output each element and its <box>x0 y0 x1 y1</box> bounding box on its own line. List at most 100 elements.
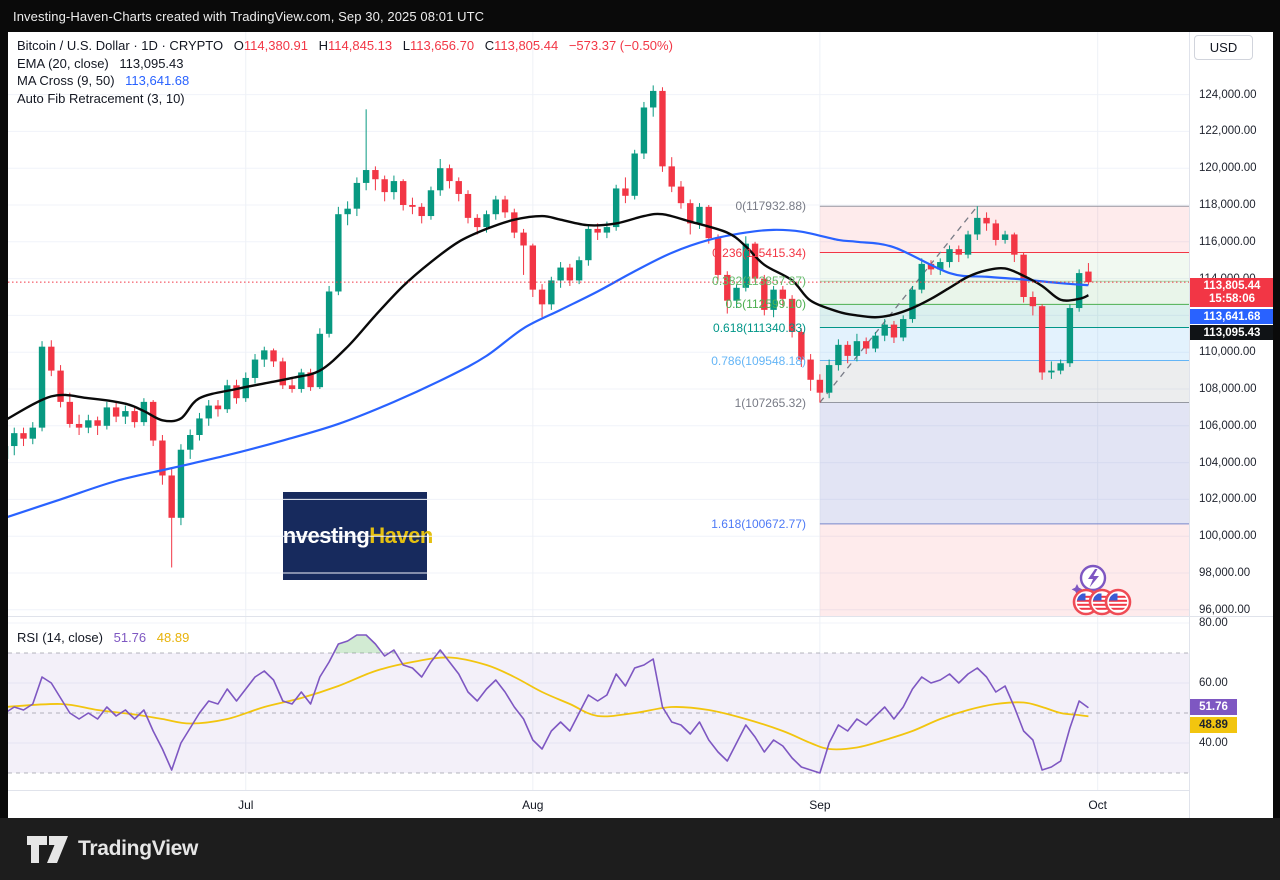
candle <box>159 440 166 476</box>
candle <box>900 319 907 338</box>
event-icons[interactable] <box>1071 564 1132 616</box>
candle <box>733 287 740 301</box>
tradingview-logo[interactable]: TradingView <box>27 835 199 863</box>
candle <box>1029 297 1037 307</box>
candle <box>325 291 333 334</box>
fib-band <box>819 327 1189 361</box>
us-flag-event-icon[interactable] <box>1104 588 1132 616</box>
fib-band <box>819 281 1189 305</box>
fib-label-0.5: 0.5(112599.10) <box>725 297 806 312</box>
candle <box>362 170 370 183</box>
fib-band <box>819 304 1189 328</box>
candle <box>20 433 27 439</box>
watermark-part2: Haven <box>369 523 433 548</box>
candle <box>724 274 731 301</box>
candle <box>770 289 777 310</box>
ema-legend-row[interactable]: EMA (20, close) 113,095.43 <box>17 55 184 71</box>
candle <box>585 228 592 261</box>
candle <box>520 232 527 246</box>
candle <box>224 385 231 410</box>
price-tick: 96,000.00 <box>1199 603 1251 616</box>
candle <box>557 267 564 281</box>
candle <box>853 341 861 356</box>
candle <box>187 435 194 450</box>
ma-cross-legend-row[interactable]: MA Cross (9, 50) 113,641.68 <box>17 73 190 88</box>
ema-price-badge: 113,095.43 <box>1190 325 1274 340</box>
price-tick: 110,000.00 <box>1199 346 1256 359</box>
rsi-ma-line <box>4 656 1089 751</box>
candle <box>57 370 64 402</box>
candle <box>372 170 379 180</box>
fib-legend-row[interactable]: Auto Fib Retracement (3, 10) <box>17 90 185 106</box>
rsi-value: 51.76 <box>113 630 147 645</box>
candle <box>66 401 74 424</box>
economic-event-lightning-icon[interactable] <box>1071 564 1107 595</box>
candle <box>251 359 259 378</box>
rsi-legend-row[interactable]: RSI (14, close) 51.76 48.89 <box>17 630 190 645</box>
candle <box>937 262 944 270</box>
currency-toggle-button[interactable]: USD <box>1194 35 1253 60</box>
candle <box>214 405 222 410</box>
fib-label-0.382: 0.382(113857.87) <box>712 274 806 289</box>
candle <box>409 205 416 207</box>
chart-area[interactable]: Investing Haven <box>0 32 1280 818</box>
change-value: −573.37 (−0.50%) <box>568 38 673 53</box>
candle <box>594 228 601 233</box>
candle <box>205 405 212 419</box>
main-legend: Bitcoin / U.S. Dollar · 1D · CRYPTO O114… <box>17 37 673 107</box>
candle <box>29 427 36 439</box>
pane-separator[interactable] <box>0 616 1280 617</box>
candle <box>668 166 675 187</box>
candle <box>307 372 314 388</box>
rsi-line <box>4 634 1089 774</box>
fib-band <box>819 360 1189 403</box>
candle <box>640 107 648 154</box>
candle <box>955 249 962 255</box>
candle <box>85 420 92 428</box>
candle <box>816 379 824 393</box>
candle <box>233 385 240 399</box>
candle <box>168 475 175 518</box>
tradingview-logo-text: TradingView <box>78 837 199 860</box>
candle <box>575 260 583 281</box>
candle <box>381 179 388 193</box>
candle <box>881 324 888 336</box>
candle <box>1066 308 1074 364</box>
candle <box>103 407 111 426</box>
symbol-legend-row[interactable]: Bitcoin / U.S. Dollar · 1D · CRYPTO O114… <box>17 38 673 53</box>
price-tick: 104,000.00 <box>1199 456 1257 469</box>
candle <box>474 217 481 228</box>
fib-band <box>819 523 1189 616</box>
candle <box>909 289 916 320</box>
last-price-badge: 113,805.44 15:58:06 <box>1190 278 1274 307</box>
time-axis[interactable]: Jul Aug Sep Oct <box>0 790 1280 818</box>
candle <box>418 206 425 217</box>
price-tick: 102,000.00 <box>1199 493 1257 506</box>
price-tick: 100,000.00 <box>1199 530 1257 543</box>
candle <box>862 341 870 349</box>
price-tick: 98,000.00 <box>1199 567 1251 579</box>
candle <box>298 372 305 389</box>
candle <box>566 267 574 281</box>
fib-label-0.618: 0.618(111340.33) <box>713 320 806 335</box>
candle <box>890 324 898 338</box>
price-tick: 120,000.00 <box>1199 162 1257 175</box>
candle <box>122 411 129 417</box>
price-chart-canvas[interactable] <box>0 32 1280 818</box>
month-label-oct: Oct <box>1088 798 1107 812</box>
month-label-sep: Sep <box>809 798 831 812</box>
candle <box>1011 234 1018 255</box>
fib-label-0: 0(117932.88) <box>735 199 807 214</box>
fib-label-0.236: 0.236(115415.34) <box>712 245 806 260</box>
month-label-aug: Aug <box>522 798 544 812</box>
candle <box>714 238 722 275</box>
candle <box>992 223 1000 240</box>
candle <box>983 217 990 224</box>
price-tick: 122,000.00 <box>1199 125 1257 138</box>
price-axis[interactable]: 124,000.00 122,000.00 120,000.00 118,000.00… <box>1189 32 1274 818</box>
candle <box>1038 306 1046 373</box>
candle <box>1075 273 1083 309</box>
candle <box>1048 370 1055 373</box>
candle <box>316 333 324 388</box>
fib-label-1: 1(107265.32) <box>734 395 806 410</box>
